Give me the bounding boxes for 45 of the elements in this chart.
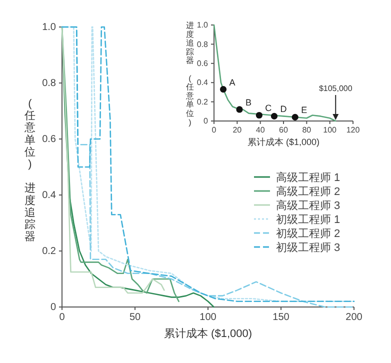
legend-label: 初级工程师 2 [276,227,340,240]
y-tick-label: 0.8 [42,78,56,90]
x-tick-label: 40 [256,126,266,135]
x-axis-title: 累计成本 ($1,000) [247,137,320,147]
legend-label: 高级工程师 3 [276,199,340,212]
y-tick-label: 0.4 [196,78,209,88]
data-label: A [229,77,236,88]
text: 进度追踪器 (任意单位) [186,21,194,127]
legend-label: 高级工程师 2 [276,185,340,198]
y-tick-label: 0 [50,302,56,314]
y-tick-label: 0.2 [196,97,209,106]
point [270,112,278,120]
text: (任意单位) 进度追踪器 [24,98,36,244]
x-tick-label: 60 [279,126,288,135]
y-tick-label: 0 [204,116,209,126]
y-tick-label: 0.8 [196,40,209,49]
data-label: D [280,104,288,114]
legend-label: 初级工程师 1 [276,213,340,226]
annotation: $105,000 [318,84,353,93]
y-tick-label: 0.2 [42,246,56,258]
x-tick-label: 150 [272,312,290,324]
y-tick-label: 0.6 [42,134,56,146]
point [220,86,227,93]
data-label: B [245,97,252,108]
y-tick-label: 1.0 [196,20,209,30]
legend-label: 高级工程师 1 [276,171,340,184]
y-tick-label: 0.6 [196,58,209,68]
y-tick-label: 0.4 [42,190,56,202]
x-axis-title: 累计成本 ($1,000) [164,327,252,340]
legend-label: 初级工程师 3 [276,241,340,254]
x-tick-label: 0 [212,126,217,135]
x-tick-label: 50 [129,312,141,324]
x-tick-label: 20 [232,126,242,135]
x-tick-label: 80 [302,126,312,135]
data-label: C [265,103,272,114]
x-tick-label: 200 [346,312,363,324]
x-tick-label: 120 [346,126,360,135]
data-label: E [301,105,308,116]
point [256,112,262,119]
point [292,114,298,120]
y-tick-label: 1.0 [42,22,56,34]
x-tick-label: 0 [59,312,66,324]
x-tick-label: 100 [200,312,217,324]
x-tick-label: 100 [323,126,338,135]
point [236,106,243,113]
